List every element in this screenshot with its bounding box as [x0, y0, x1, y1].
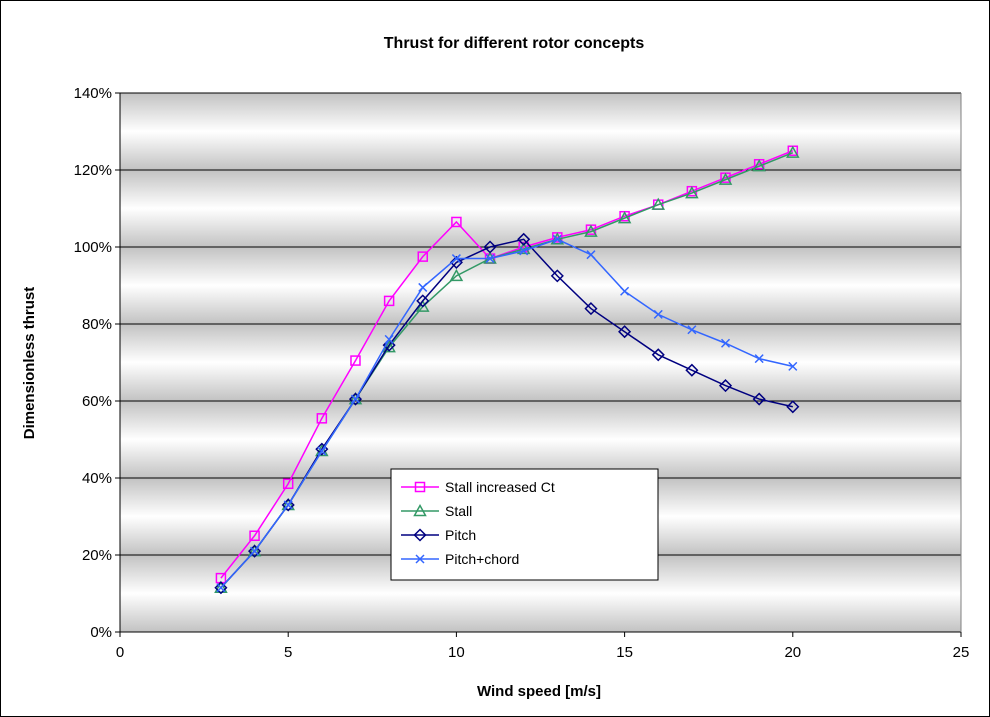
- legend-marker: [414, 481, 426, 493]
- data-point: [451, 254, 461, 264]
- data-point: [384, 334, 394, 344]
- x-tick-label: 5: [284, 644, 292, 661]
- data-point: [786, 145, 800, 158]
- data-point: [584, 224, 598, 237]
- plot-area: [120, 93, 961, 632]
- y-tick-label: 40%: [82, 470, 112, 487]
- data-point: [418, 282, 428, 292]
- data-point: [752, 159, 766, 172]
- x-axis-label: Wind speed [m/s]: [477, 683, 601, 700]
- y-tick-label: 60%: [82, 393, 112, 410]
- data-point: [416, 294, 430, 308]
- series-line: [220, 150, 794, 579]
- data-point: [449, 255, 463, 269]
- data-point: [350, 394, 361, 404]
- data-point: [618, 325, 632, 339]
- data-point: [550, 269, 564, 283]
- data-point: [283, 500, 293, 510]
- data-point: [214, 581, 228, 595]
- legend-label: Stall: [445, 503, 472, 519]
- data-point: [348, 392, 363, 406]
- x-tick-label: 0: [116, 644, 124, 661]
- data-point: [250, 546, 260, 556]
- legend-item: Pitch+chord: [401, 551, 519, 567]
- data-point: [754, 354, 764, 364]
- data-point: [584, 302, 598, 316]
- plot-band: [120, 170, 961, 247]
- y-tick-label: 100%: [74, 239, 112, 256]
- legend-label: Stall increased Ct: [445, 479, 555, 495]
- series-line: [220, 238, 793, 589]
- data-point: [317, 446, 327, 456]
- plot-band: [120, 93, 961, 170]
- data-point: [687, 325, 697, 335]
- data-point: [620, 286, 630, 296]
- data-point: [517, 232, 531, 246]
- legend-item: Stall increased Ct: [401, 479, 555, 495]
- data-point: [788, 361, 798, 371]
- data-point: [247, 544, 262, 558]
- legend: Stall increased Ct Stall Pitch Pitch+chord: [390, 468, 659, 581]
- data-point: [417, 251, 429, 262]
- axes: 0% 20% 40% 60% 80% 100% 120% 140% 0 5 10 15 20 25: [74, 85, 970, 661]
- data-point: [415, 299, 430, 312]
- data-point: [617, 211, 632, 224]
- legend-label: Pitch: [445, 527, 476, 543]
- data-point: [718, 379, 733, 393]
- legend-marker: [413, 503, 427, 517]
- legend-item: Stall: [401, 503, 472, 519]
- data-point: [720, 338, 731, 348]
- legend-marker: [413, 528, 427, 542]
- y-axis-label: Dimensionless thrust: [21, 287, 38, 440]
- data-point: [552, 234, 562, 244]
- x-tick-label: 20: [784, 644, 801, 661]
- x-tick-label: 25: [953, 644, 970, 661]
- data-point: [651, 197, 666, 210]
- data-point: [519, 246, 529, 256]
- data-point: [586, 250, 596, 260]
- legend-marker: [415, 554, 425, 564]
- data-point: [350, 355, 361, 366]
- data-point: [786, 400, 800, 414]
- data-point: [451, 216, 462, 228]
- y-tick-label: 0%: [90, 624, 112, 641]
- data-point: [685, 363, 699, 377]
- y-tick-label: 20%: [82, 547, 112, 564]
- data-point: [653, 309, 663, 319]
- data-point: [752, 392, 766, 406]
- series-line: [220, 238, 793, 589]
- series-2: [214, 232, 800, 595]
- chart-title: Thrust for different rotor concepts: [384, 35, 645, 52]
- legend-label: Pitch+chord: [445, 551, 519, 567]
- plot-band: [120, 324, 961, 401]
- data-point: [282, 478, 294, 490]
- data-point: [651, 348, 665, 362]
- data-point: [383, 295, 395, 307]
- data-point: [449, 268, 464, 282]
- y-tick-label: 80%: [82, 316, 112, 333]
- plot-band: [120, 401, 961, 478]
- plot-band: [120, 247, 961, 324]
- data-point: [216, 583, 226, 593]
- y-tick-label: 120%: [74, 162, 112, 179]
- x-tick-label: 10: [448, 644, 465, 661]
- y-tick-label: 140%: [74, 85, 112, 102]
- data-point: [316, 413, 328, 424]
- legend-item: Pitch: [401, 527, 476, 543]
- x-tick-label: 15: [616, 644, 633, 661]
- series-3: [216, 234, 798, 593]
- data-point: [483, 240, 497, 254]
- data-point: [685, 186, 699, 199]
- data-point: [718, 172, 733, 185]
- data-point: [485, 254, 495, 264]
- data-point: [249, 530, 260, 541]
- data-point: [281, 498, 295, 512]
- series-layer: [214, 145, 800, 595]
- data-point: [550, 232, 565, 245]
